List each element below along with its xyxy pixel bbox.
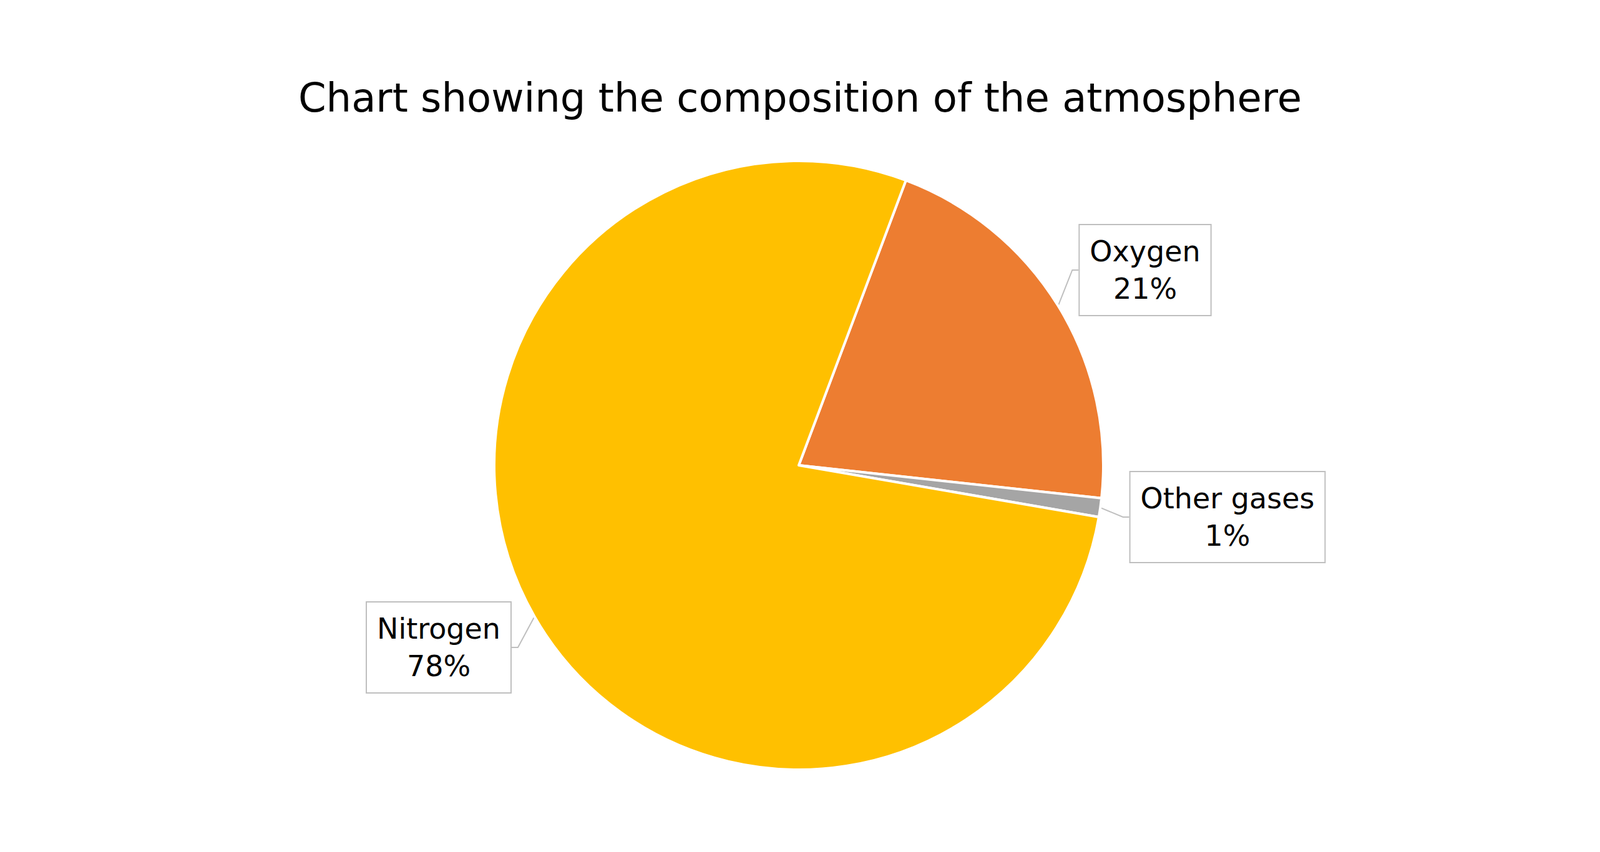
svg-text:Nitrogen: Nitrogen	[376, 612, 501, 646]
svg-text:Other gases: Other gases	[1140, 481, 1315, 516]
svg-text:Chart showing the composition: Chart showing the composition of the atm…	[298, 74, 1302, 122]
svg-text:Oxygen: Oxygen	[1089, 234, 1200, 269]
svg-text:78%: 78%	[406, 649, 471, 684]
svg-text:1%: 1%	[1204, 519, 1251, 553]
svg-text:21%: 21%	[1113, 272, 1177, 306]
